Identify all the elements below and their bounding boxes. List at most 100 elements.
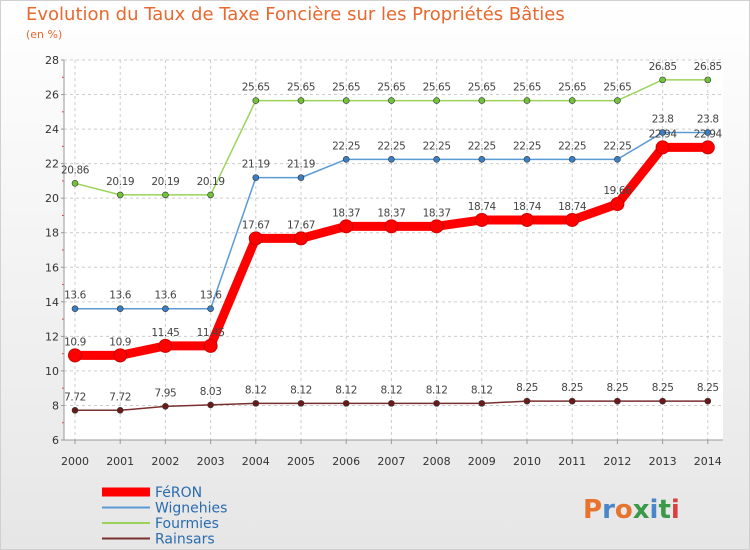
x-tick-label: 2008 (423, 455, 451, 468)
data-point (659, 397, 666, 405)
y-tick-label: 26 (45, 89, 59, 102)
data-label: 8.25 (697, 382, 719, 394)
y-tick-label: 20 (45, 192, 59, 205)
data-label: 20.19 (106, 176, 134, 188)
data-label: 18.37 (423, 207, 451, 219)
data-label: 7.95 (155, 387, 177, 399)
data-point (433, 97, 440, 104)
data-point (659, 76, 666, 84)
data-point (342, 97, 350, 104)
x-tick-label: 2010 (513, 455, 541, 468)
data-label: 25.65 (332, 82, 360, 94)
data-point (339, 219, 354, 234)
data-label: 13.6 (109, 290, 131, 302)
data-point (71, 305, 79, 313)
x-tick-label: 2012 (603, 455, 631, 468)
data-label: 19.66 (603, 185, 632, 197)
data-label: 17.67 (287, 219, 315, 231)
data-point (433, 156, 440, 163)
data-point (388, 97, 395, 104)
data-point (342, 156, 350, 163)
data-label: 22.25 (468, 140, 496, 152)
data-label: 18.37 (377, 207, 405, 219)
data-point (297, 400, 305, 407)
data-label: 22.25 (558, 140, 586, 152)
data-point (523, 97, 531, 104)
data-label: 8.03 (200, 386, 222, 398)
data-point (610, 197, 625, 212)
data-label: 10.9 (109, 336, 131, 348)
data-point (429, 219, 444, 234)
data-point (388, 156, 395, 163)
data-label: 13.6 (64, 290, 86, 302)
data-label: 8.25 (516, 382, 538, 394)
x-tick-label: 2006 (332, 455, 360, 468)
data-point (704, 76, 712, 84)
data-label: 11.45 (151, 327, 179, 339)
legend-label: Wignehies (155, 501, 227, 517)
data-point (565, 212, 580, 227)
x-tick-label: 2001 (106, 455, 134, 468)
x-tick-label: 2003 (197, 455, 225, 468)
data-label: 8.12 (335, 384, 357, 396)
data-label: 21.19 (242, 159, 270, 171)
y-tick-label: 12 (45, 330, 59, 343)
data-label: 22.25 (332, 140, 360, 152)
data-point (71, 180, 79, 187)
y-tick-label: 24 (45, 123, 59, 136)
y-tick-label: 28 (45, 54, 59, 67)
legend-label: Fourmies (155, 516, 219, 532)
unit-label: (en %) (26, 28, 63, 41)
data-point (113, 348, 128, 363)
data-point (207, 191, 214, 199)
data-label: 25.65 (468, 82, 496, 94)
data-label: 21.19 (287, 159, 315, 171)
data-point (162, 403, 169, 410)
x-tick-label: 2014 (694, 455, 722, 468)
data-point (388, 400, 395, 407)
data-label: 18.74 (513, 201, 542, 213)
proxiti-logo: Proxiti (583, 495, 680, 525)
data-point (203, 338, 218, 353)
data-point (478, 97, 486, 104)
data-point (297, 97, 305, 104)
data-point (71, 406, 79, 414)
x-tick-label: 2013 (649, 455, 677, 468)
data-point (704, 129, 712, 136)
data-point (294, 231, 308, 246)
data-point (68, 348, 82, 363)
data-label: 25.65 (242, 82, 270, 94)
x-tick-label: 2009 (468, 455, 496, 468)
data-label: 8.12 (245, 384, 267, 396)
data-point (523, 397, 531, 405)
data-point (614, 97, 621, 104)
data-label: 8.25 (607, 382, 629, 394)
y-tick-label: 10 (45, 365, 59, 378)
data-point (162, 305, 169, 313)
data-label: 20.86 (61, 164, 90, 176)
data-point (568, 397, 576, 405)
data-label: 11.45 (197, 327, 225, 339)
data-point (474, 212, 489, 227)
y-tick-label: 22 (45, 158, 59, 171)
data-point (704, 397, 712, 405)
x-tick-label: 2000 (61, 455, 89, 468)
data-label: 25.65 (513, 82, 541, 94)
data-point (116, 406, 124, 414)
data-point (342, 400, 350, 407)
data-point (158, 338, 173, 353)
data-point (207, 401, 214, 409)
data-point (207, 305, 214, 313)
data-label: 25.65 (377, 82, 405, 94)
data-label: 17.67 (242, 219, 270, 231)
data-label: 18.74 (558, 201, 587, 213)
data-label: 8.25 (561, 382, 583, 394)
chart-title: Evolution du Taux de Taxe Foncière sur l… (26, 4, 565, 25)
data-label: 8.12 (471, 384, 493, 396)
data-label: 8.12 (290, 384, 312, 396)
data-label: 23.8 (652, 114, 674, 126)
data-label: 10.9 (64, 336, 86, 348)
data-label: 22.25 (377, 140, 405, 152)
